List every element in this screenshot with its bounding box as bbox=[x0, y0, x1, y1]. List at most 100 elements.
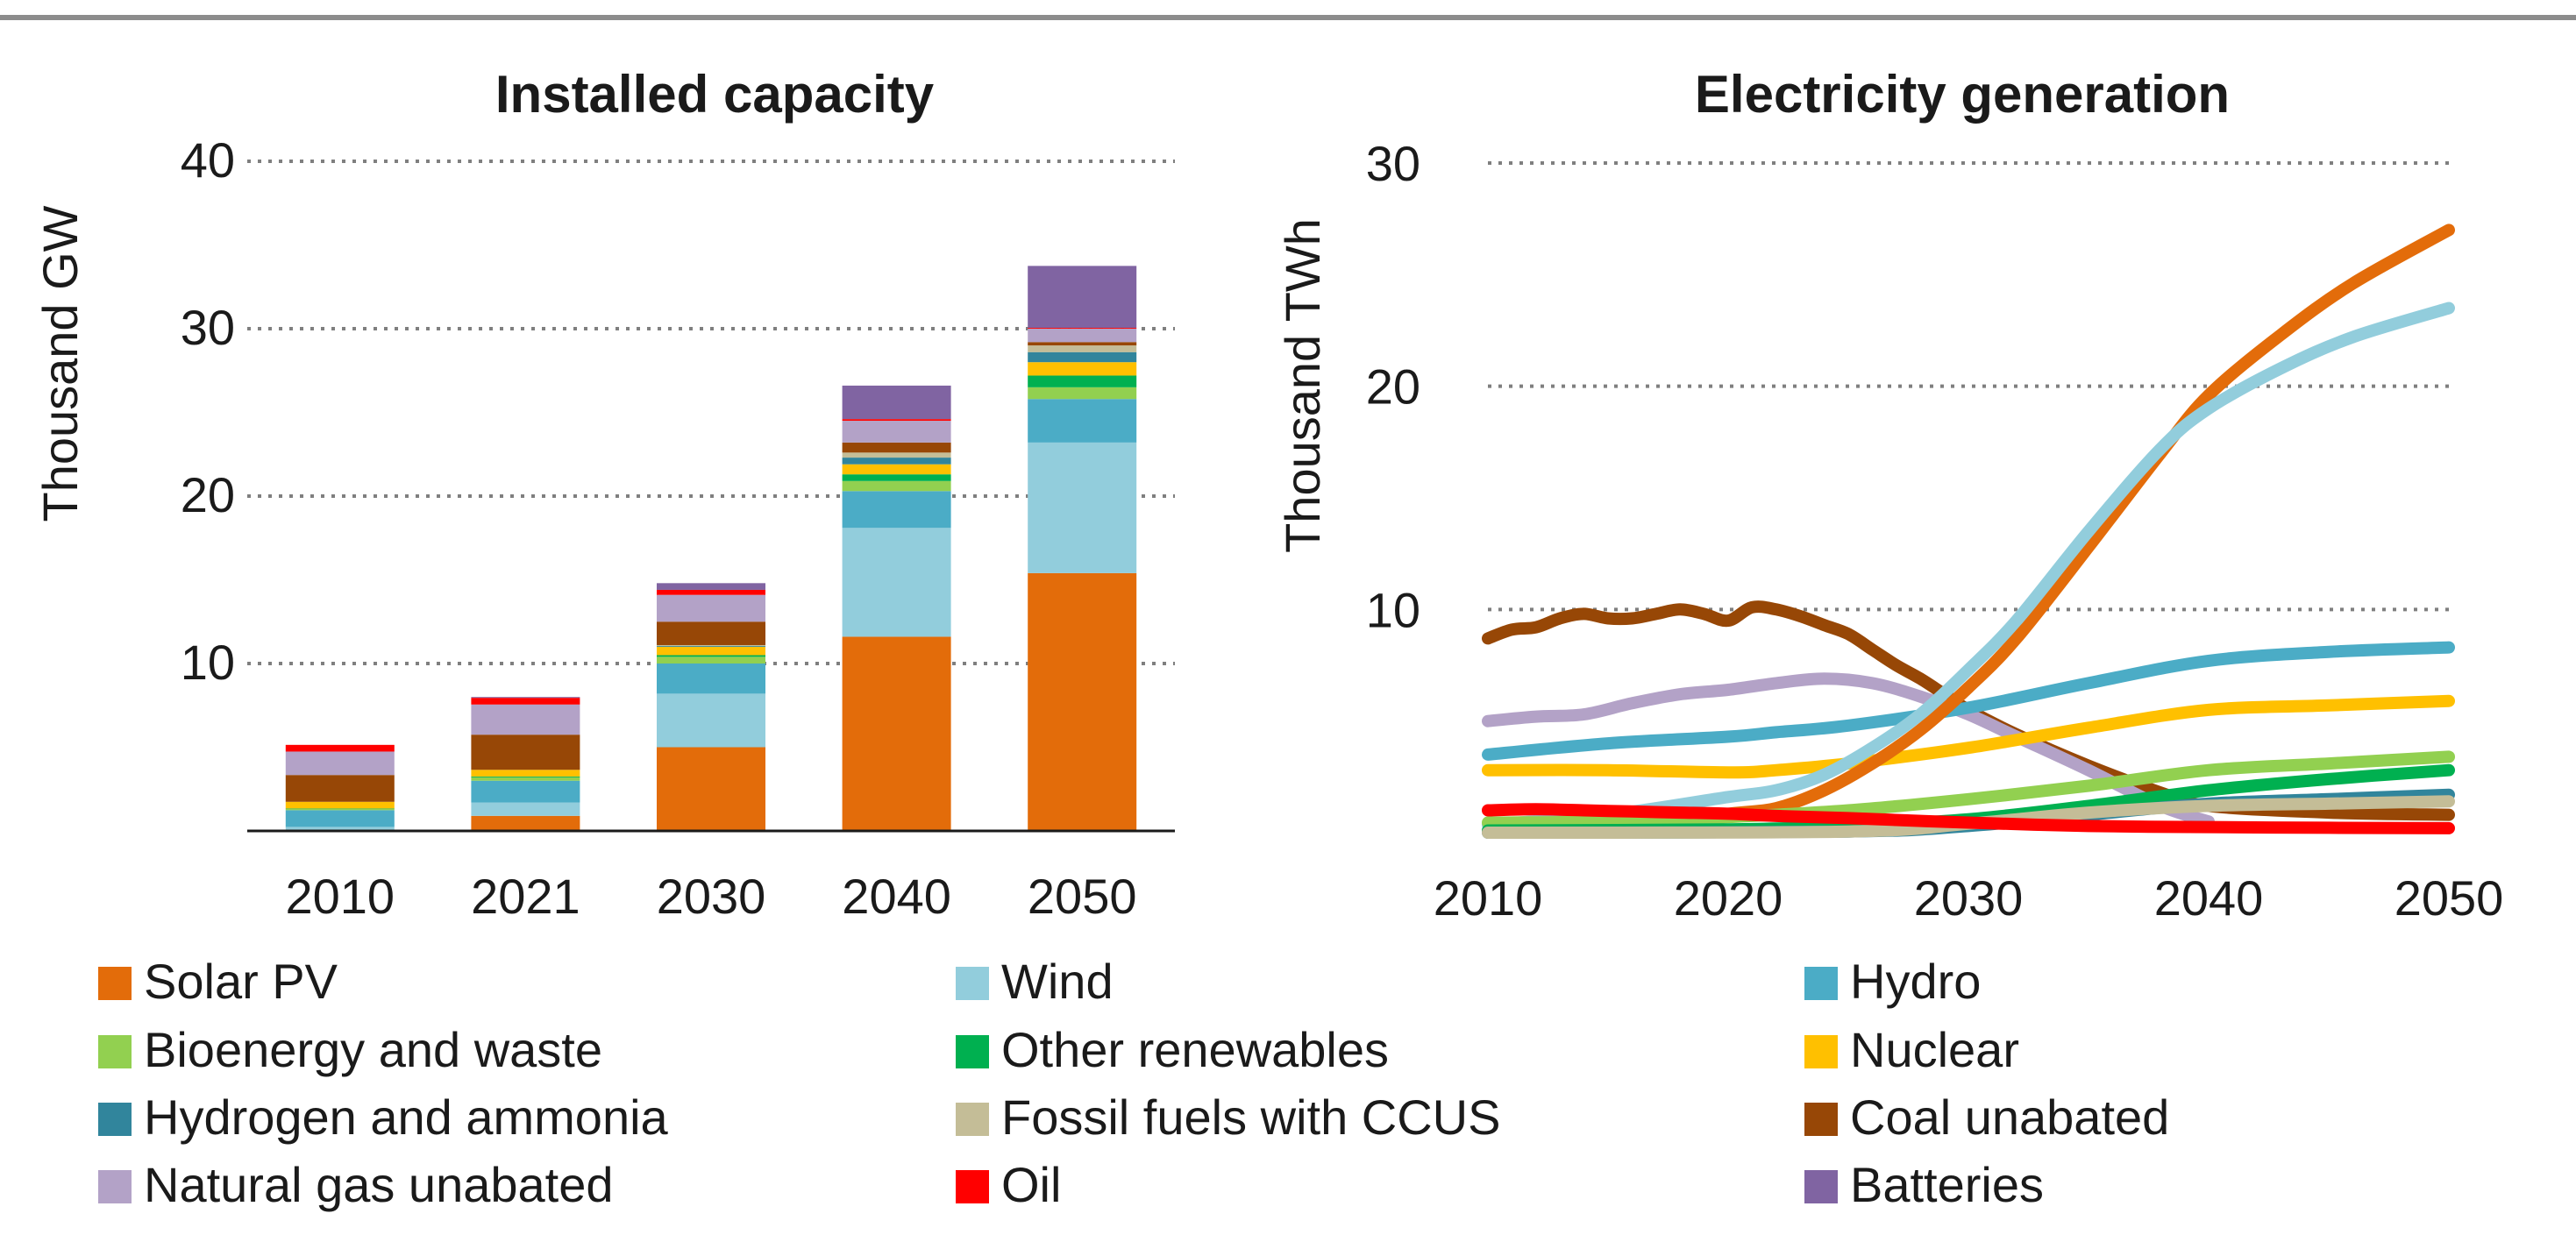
legend-label: Coal unabated bbox=[1850, 1089, 2169, 1145]
bar-segment-coal-unabated-2030 bbox=[657, 621, 765, 645]
installed-capacity-title: Installed capacity bbox=[495, 65, 935, 124]
installed-capacity-x-tick: 2030 bbox=[657, 869, 766, 924]
bar-segment-wind-2050 bbox=[1028, 442, 1137, 573]
bar-segment-solar-pv-2050 bbox=[1028, 572, 1137, 831]
electricity-generation-x-ticks: 2010 2020 2030 2040 2050 bbox=[1434, 870, 2504, 926]
legend-swatch bbox=[1804, 1170, 1838, 1203]
legend: Solar PV Wind Hydro Bioenergy and waste Othe… bbox=[98, 954, 2169, 1212]
bar-stack-2021 bbox=[471, 697, 580, 831]
bar-segment-bioenergy-and-waste-2021 bbox=[471, 777, 580, 781]
legend-swatch bbox=[98, 1103, 132, 1136]
installed-capacity-bars bbox=[285, 266, 1137, 831]
bar-segment-wind-2021 bbox=[471, 802, 580, 816]
bar-segment-hydrogen-and-ammonia-2050 bbox=[1028, 351, 1137, 363]
legend-swatch bbox=[1804, 1103, 1838, 1136]
bar-segment-oil-2040 bbox=[842, 419, 951, 422]
line-wind bbox=[1482, 302, 2455, 832]
legend-item-nuclear: Nuclear bbox=[1804, 1022, 2019, 1077]
bar-segment-nuclear-2030 bbox=[657, 646, 765, 656]
bar-segment-coal-unabated-2050 bbox=[1028, 342, 1137, 346]
electricity-generation-y-tick: 20 bbox=[1366, 359, 1420, 415]
bar-segment-other-renewables-2030 bbox=[657, 655, 765, 657]
bar-segment-oil-2010 bbox=[285, 744, 395, 752]
bar-segment-solar-pv-2030 bbox=[657, 747, 765, 831]
bar-segment-natural-gas-unabated-2030 bbox=[657, 594, 765, 622]
installed-capacity-y-tick: 20 bbox=[181, 467, 235, 522]
bar-stack-2050 bbox=[1028, 266, 1137, 831]
bar-stack-2040 bbox=[842, 385, 951, 831]
bar-segment-batteries-2040 bbox=[842, 385, 951, 420]
legend-label: Natural gas unabated bbox=[144, 1157, 614, 1212]
bar-segment-nuclear-2050 bbox=[1028, 362, 1137, 376]
bar-segment-oil-2021 bbox=[471, 698, 580, 705]
electricity-generation-x-tick: 2050 bbox=[2395, 870, 2504, 926]
bar-segment-nuclear-2010 bbox=[285, 801, 395, 809]
bar-segment-fossil-fuels-with-ccus-2040 bbox=[842, 452, 951, 458]
bar-segment-hydrogen-and-ammonia-2030 bbox=[657, 645, 765, 647]
legend-item-natural-gas-unabated: Natural gas unabated bbox=[98, 1157, 614, 1212]
electricity-generation-title: Electricity generation bbox=[1695, 65, 2230, 124]
bar-segment-natural-gas-unabated-2010 bbox=[285, 751, 395, 776]
legend-item-bioenergy-and-waste: Bioenergy and waste bbox=[98, 1022, 602, 1077]
legend-swatch bbox=[98, 1035, 132, 1068]
legend-label: Fossil fuels with CCUS bbox=[1001, 1089, 1500, 1145]
legend-label: Hydrogen and ammonia bbox=[144, 1089, 669, 1145]
installed-capacity-x-tick: 2040 bbox=[842, 869, 951, 924]
bar-segment-oil-2050 bbox=[1028, 328, 1137, 329]
legend-label: Wind bbox=[1001, 954, 1114, 1009]
electricity-generation-y-tick: 30 bbox=[1366, 136, 1420, 191]
legend-item-coal-unabated: Coal unabated bbox=[1804, 1089, 2169, 1145]
bar-segment-coal-unabated-2021 bbox=[471, 735, 580, 770]
electricity-generation-lines bbox=[1482, 224, 2455, 839]
line-oil bbox=[1482, 803, 2455, 834]
bar-segment-other-renewables-2010 bbox=[285, 808, 395, 809]
legend-label: Bioenergy and waste bbox=[144, 1022, 602, 1077]
installed-capacity-chart: Installed capacity Thousand GW 10203040 … bbox=[32, 65, 1175, 924]
installed-capacity-y-ticks: 10 20 30 40 bbox=[181, 132, 235, 690]
bar-segment-batteries-2050 bbox=[1028, 266, 1137, 329]
bar-stack-2010 bbox=[285, 744, 395, 831]
bar-segment-hydro-2030 bbox=[657, 664, 765, 694]
legend-item-solar-pv: Solar PV bbox=[98, 954, 338, 1009]
bar-segment-other-renewables-2040 bbox=[842, 474, 951, 481]
bar-segment-bioenergy-and-waste-2010 bbox=[285, 808, 395, 811]
installed-capacity-x-tick: 2050 bbox=[1028, 869, 1137, 924]
electricity-generation-chart: Electricity generation Thousand TWh 10 20… bbox=[1275, 65, 2503, 926]
electricity-generation-x-tick: 2020 bbox=[1674, 870, 1783, 926]
bar-segment-natural-gas-unabated-2021 bbox=[471, 704, 580, 735]
legend-item-other-renewables: Other renewables bbox=[956, 1022, 1389, 1077]
bar-segment-oil-2030 bbox=[657, 589, 765, 595]
legend-swatch bbox=[956, 1103, 989, 1136]
electricity-generation-y-ticks: 10 20 30 bbox=[1366, 136, 1420, 637]
electricity-generation-x-tick: 2040 bbox=[2154, 870, 2264, 926]
bar-segment-wind-2040 bbox=[842, 528, 951, 637]
installed-capacity-y-tick: 40 bbox=[181, 132, 235, 188]
bar-segment-wind-2010 bbox=[285, 827, 395, 831]
legend-swatch bbox=[1804, 967, 1838, 1000]
installed-capacity-y-tick: 10 bbox=[181, 635, 235, 690]
legend-item-hydro: Hydro bbox=[1804, 954, 1981, 1009]
legend-item-fossil-fuels-with-ccus: Fossil fuels with CCUS bbox=[956, 1089, 1500, 1145]
legend-label: Other renewables bbox=[1001, 1022, 1389, 1077]
bar-segment-hydro-2040 bbox=[842, 491, 951, 529]
bar-segment-bioenergy-and-waste-2050 bbox=[1028, 387, 1137, 400]
bar-segment-fossil-fuels-with-ccus-2030 bbox=[657, 644, 765, 646]
bar-segment-coal-unabated-2010 bbox=[285, 775, 395, 802]
legend-item-oil: Oil bbox=[956, 1157, 1061, 1212]
electricity-generation-y-tick: 10 bbox=[1366, 582, 1420, 637]
legend-label: Batteries bbox=[1850, 1157, 2044, 1212]
legend-item-batteries: Batteries bbox=[1804, 1157, 2044, 1212]
legend-swatch bbox=[98, 1170, 132, 1203]
bar-segment-solar-pv-2040 bbox=[842, 636, 951, 831]
bar-segment-wind-2030 bbox=[657, 693, 765, 748]
line-fossil-fuels-with-ccus bbox=[1482, 795, 2455, 839]
bar-segment-hydrogen-and-ammonia-2040 bbox=[842, 458, 951, 465]
bar-segment-nuclear-2021 bbox=[471, 770, 580, 777]
legend-item-hydrogen-and-ammonia: Hydrogen and ammonia bbox=[98, 1089, 669, 1145]
legend-swatch bbox=[98, 967, 132, 1000]
bar-segment-other-renewables-2050 bbox=[1028, 375, 1137, 387]
legend-label: Hydro bbox=[1850, 954, 1981, 1009]
line-nuclear bbox=[1482, 694, 2455, 779]
legend-item-wind: Wind bbox=[956, 954, 1114, 1009]
